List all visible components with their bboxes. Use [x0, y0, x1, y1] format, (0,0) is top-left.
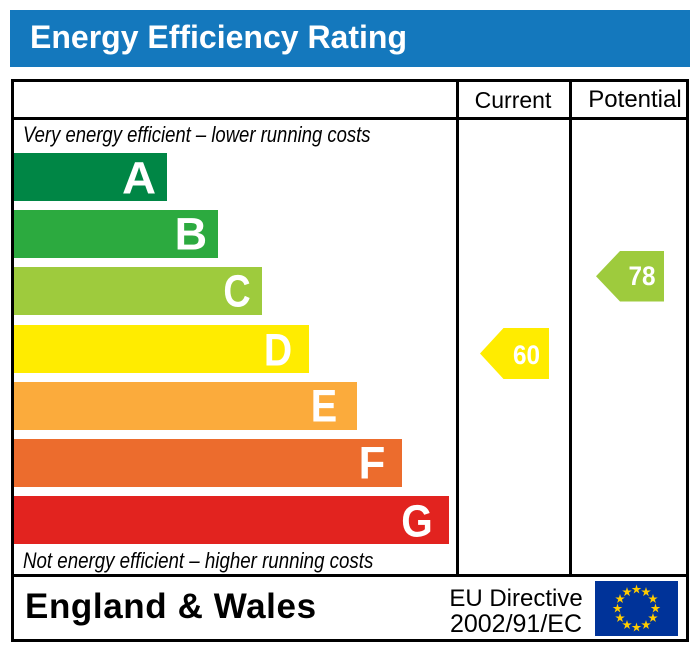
svg-text:60: 60	[513, 341, 540, 370]
svg-text:78: 78	[628, 262, 655, 291]
